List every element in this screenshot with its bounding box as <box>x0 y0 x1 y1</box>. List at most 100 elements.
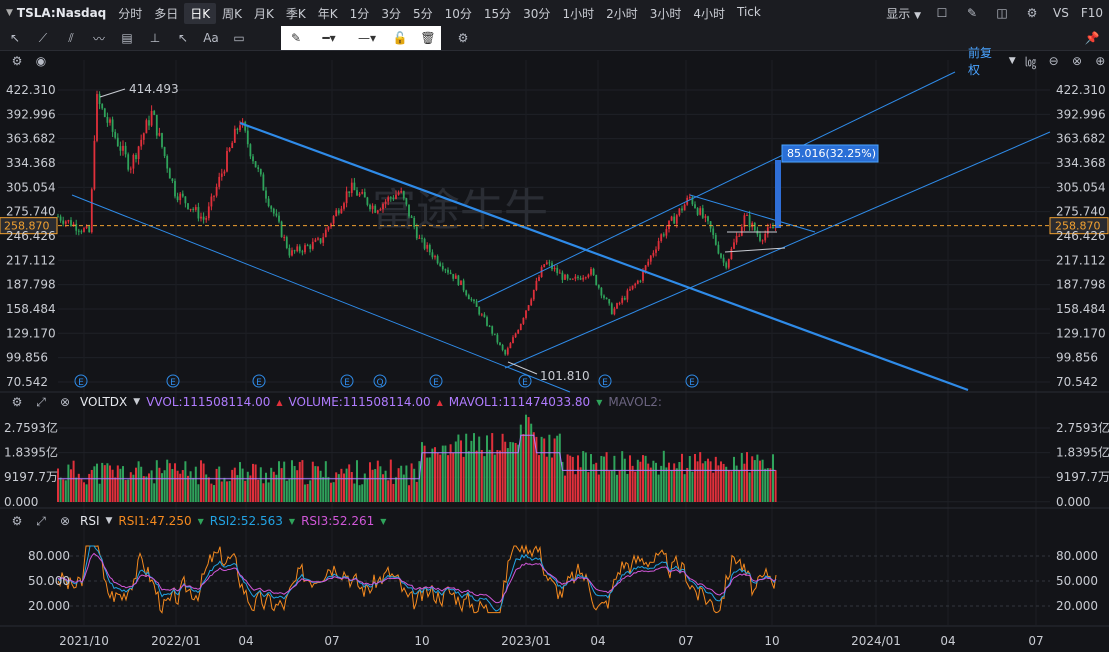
layout-icon[interactable]: ◫ <box>996 6 1008 20</box>
vs-button[interactable]: VS <box>1053 6 1069 20</box>
eye-icon[interactable]: ◉ <box>35 54 47 68</box>
tab-Tick[interactable]: Tick <box>737 4 761 19</box>
close-icon[interactable]: ⊗ <box>59 514 71 528</box>
volume-bar <box>670 470 673 502</box>
candle-body <box>259 169 262 175</box>
volume-bar <box>259 467 262 502</box>
candle-body <box>670 216 673 221</box>
candle-body <box>129 168 132 170</box>
gear-icon[interactable]: ⚙ <box>11 514 23 528</box>
close-icon[interactable]: ⊗ <box>1071 54 1083 68</box>
volume-bar <box>241 468 244 502</box>
tab-季K[interactable]: 季K <box>285 6 306 21</box>
volume-bar <box>267 482 270 502</box>
chart-area[interactable]: 富途牛牛 85.016(32.25%)258.870 258.870414.493… <box>0 50 1109 652</box>
line-width-icon[interactable]: —▾ <box>357 31 377 45</box>
tab-15分[interactable]: 15分 <box>483 6 512 21</box>
checkbox-icon[interactable]: ☐ <box>936 6 948 20</box>
tab-月K[interactable]: 月K <box>254 6 274 21</box>
tab-5分[interactable]: 5分 <box>412 6 433 21</box>
expand-icon[interactable]: ⤢ <box>36 394 46 409</box>
x-tick: 10 <box>764 634 779 648</box>
volume-bar <box>363 473 366 502</box>
trash-icon[interactable]: 🗑 <box>420 31 436 45</box>
volume-bar <box>540 436 543 502</box>
channel-icon[interactable]: ⫽ <box>68 30 74 45</box>
gear-icon[interactable]: ⚙ <box>11 395 23 409</box>
arrow-icon[interactable]: ↖ <box>177 31 189 45</box>
log-icon[interactable]: ㏒ <box>1024 54 1037 69</box>
candle-body <box>254 161 257 168</box>
candle-body <box>283 237 286 239</box>
candle-body <box>647 261 650 266</box>
brush-icon[interactable]: ✎ <box>290 31 302 45</box>
plus-icon[interactable]: ⊕ <box>1095 54 1106 68</box>
tab-分时[interactable]: 分时 <box>118 6 143 21</box>
f10-button[interactable]: F10 <box>1080 6 1103 20</box>
trendline-icon[interactable]: ⟋ <box>38 30 48 45</box>
tab-周K[interactable]: 周K <box>222 6 243 21</box>
volume-bar <box>561 461 564 502</box>
earnings-marker-label: E <box>522 378 528 388</box>
volume-bar <box>168 463 171 502</box>
x-tick: 04 <box>590 634 605 648</box>
candle-body <box>506 348 509 355</box>
candle-body <box>155 114 158 136</box>
volume-bar <box>93 466 96 502</box>
candle-body <box>148 120 150 126</box>
text-icon[interactable]: Aa <box>203 31 219 45</box>
close-icon[interactable]: ⊗ <box>59 395 71 409</box>
fib-icon[interactable]: ▤ <box>121 31 133 45</box>
tab-4小时[interactable]: 4小时 <box>693 6 725 21</box>
volume-bar <box>187 475 189 502</box>
gear-icon[interactable]: ⚙ <box>11 54 23 68</box>
candle-body <box>538 277 540 281</box>
candle-body <box>142 133 145 140</box>
candle-body <box>652 252 655 256</box>
gear-icon[interactable]: ⚙ <box>457 31 469 45</box>
gear-icon[interactable]: ⚙ <box>1026 6 1038 20</box>
pin-icon[interactable]: 📌 <box>1084 31 1100 45</box>
wave-icon[interactable]: 〰 <box>92 31 105 46</box>
line-style-icon[interactable]: ━▾ <box>322 31 336 45</box>
volume-bar <box>675 468 678 502</box>
candle-body <box>363 192 366 198</box>
volume-bar <box>116 465 119 502</box>
tab-3小时[interactable]: 3小时 <box>649 6 682 21</box>
candle-body <box>389 197 392 199</box>
volume-bar <box>545 456 548 502</box>
candle-body <box>67 220 70 222</box>
comment-icon[interactable]: ▭ <box>233 31 245 45</box>
volume-bar <box>371 469 374 502</box>
expand-icon[interactable]: ⤢ <box>36 513 46 528</box>
tab-1小时[interactable]: 1小时 <box>562 6 595 21</box>
measure-icon[interactable]: ⊥ <box>149 31 161 45</box>
volume-bar <box>597 474 600 502</box>
volume-indicator-name[interactable]: VOLTDX <box>80 395 128 409</box>
rsi-indicator-name[interactable]: RSI <box>80 514 100 528</box>
candle-body <box>558 272 561 274</box>
display-menu[interactable]: 显示 ▼ <box>886 6 921 21</box>
tab-10分[interactable]: 10分 <box>444 6 472 21</box>
rsi3-line <box>57 552 777 604</box>
adjust-selector[interactable]: 前复权 <box>968 46 993 77</box>
tab-1分[interactable]: 1分 <box>349 6 370 21</box>
candle-body <box>314 239 317 242</box>
volume-bar <box>465 433 468 502</box>
candle-body <box>636 280 639 284</box>
pen-icon[interactable]: ✎ <box>966 6 978 20</box>
tab-日K[interactable]: 日K <box>184 2 217 24</box>
cursor-icon[interactable]: ↖ <box>9 31 21 45</box>
symbol-title[interactable]: ▼ TSLA:Nasdaq <box>6 6 106 20</box>
candle-body <box>184 196 187 204</box>
tab-多日[interactable]: 多日 <box>154 6 179 21</box>
volume-bar <box>129 472 132 502</box>
tab-2小时[interactable]: 2小时 <box>606 6 638 21</box>
lock-icon[interactable]: 🔓 <box>392 31 408 45</box>
candle-body <box>587 274 590 278</box>
volume-bar <box>766 468 769 502</box>
tab-30分[interactable]: 30分 <box>523 6 551 21</box>
minus-icon[interactable]: ⊖ <box>1048 54 1059 68</box>
tab-3分[interactable]: 3分 <box>381 6 401 21</box>
tab-年K[interactable]: 年K <box>317 6 338 21</box>
